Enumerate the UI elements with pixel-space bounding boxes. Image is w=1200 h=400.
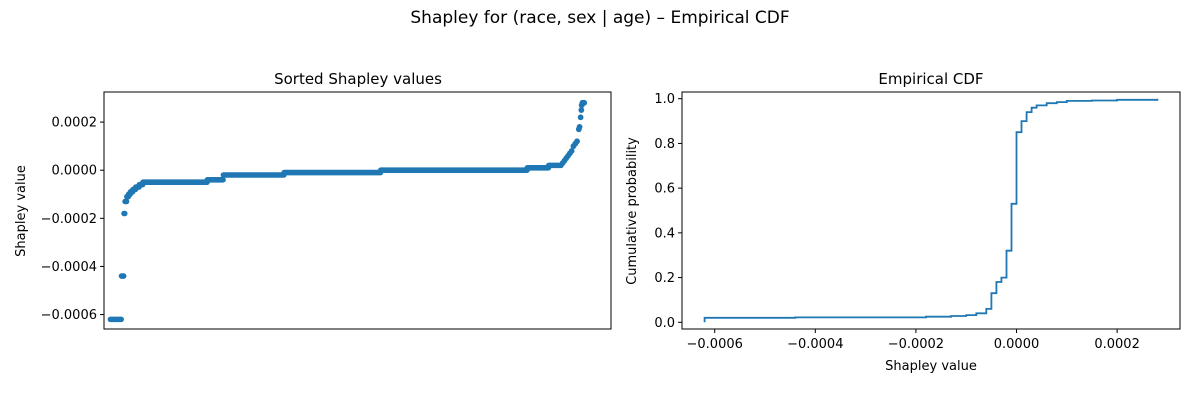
sorted-values-ytick-label: −0.0004 bbox=[41, 260, 97, 275]
cdf-series-line bbox=[703, 98, 1159, 323]
sorted-value-run bbox=[121, 210, 128, 217]
sorted-value-point bbox=[577, 114, 584, 121]
sorted-value-point bbox=[568, 148, 575, 154]
empirical-cdf-frame bbox=[681, 91, 1181, 330]
empirical-cdf-ylabel: Cumulative probability bbox=[625, 137, 640, 285]
empirical-cdf-xtick-label: −0.0006 bbox=[687, 337, 743, 352]
sorted-value-run bbox=[545, 162, 564, 169]
empirical-cdf-ytick-label: 0.4 bbox=[654, 226, 675, 241]
empirical-cdf-ytick-label: 0.0 bbox=[654, 316, 675, 331]
sorted-values-ytick-label: 0.0000 bbox=[52, 164, 98, 179]
sorted-value-point bbox=[574, 138, 580, 145]
empirical-cdf-xtick-label: 0.0002 bbox=[1094, 337, 1140, 352]
empirical-cdf-xtick-label: −0.0002 bbox=[888, 337, 944, 352]
sorted-values-y-ticks: −0.0006 −0.0004 −0.0002 0.0000 0.0002 bbox=[41, 116, 104, 323]
empirical-cdf-xlabel: Shapley value bbox=[885, 359, 977, 374]
sorted-values-ytick-label: −0.0002 bbox=[41, 212, 97, 227]
sorted-value-run bbox=[118, 273, 127, 279]
empirical-cdf-ytick-label: 0.6 bbox=[654, 182, 675, 197]
empirical-cdf-ytick-label: 0.2 bbox=[654, 271, 675, 286]
sorted-value-run bbox=[107, 316, 124, 323]
sorted-values-ylabel: Shapley value bbox=[14, 165, 29, 257]
sorted-value-run bbox=[524, 164, 552, 171]
sorted-values-ytick-label: −0.0006 bbox=[41, 308, 97, 323]
sorted-value-run bbox=[377, 167, 530, 173]
sorted-value-run bbox=[204, 177, 226, 183]
sorted-value-run bbox=[281, 169, 384, 176]
sorted-value-run bbox=[220, 172, 287, 178]
sorted-values-markers bbox=[107, 99, 588, 323]
figure-suptitle: Shapley for (race, sex | age) – Empirica… bbox=[410, 8, 789, 28]
sorted-value-point bbox=[581, 99, 588, 106]
sorted-value-run bbox=[140, 179, 210, 186]
empirical-cdf-ytick-label: 0.8 bbox=[654, 137, 675, 152]
empirical-cdf-plot: Empirical CDF 0.0 0.2 0.4 0.6 0.8 1.0 −0.0006… bbox=[625, 70, 1181, 374]
empirical-cdf-ytick-label: 1.0 bbox=[654, 92, 675, 107]
sorted-values-plot: Sorted Shapley values −0.0006−0.0004−0.0… bbox=[14, 70, 612, 330]
sorted-value-point bbox=[576, 123, 583, 130]
empirical-cdf-x-ticks: −0.0006 −0.0004 −0.0002 0.0000 0.0002 bbox=[687, 329, 1140, 352]
empirical-cdf-xtick-label: −0.0004 bbox=[787, 337, 843, 352]
empirical-cdf-xtick-label: 0.0000 bbox=[994, 337, 1040, 352]
sorted-values-title: Sorted Shapley values bbox=[274, 70, 442, 88]
sorted-value-point bbox=[578, 107, 585, 113]
sorted-values-frame bbox=[103, 91, 612, 330]
sorted-values-ytick-label: 0.0002 bbox=[52, 116, 98, 131]
empirical-cdf-title: Empirical CDF bbox=[878, 70, 983, 88]
empirical-cdf-y-ticks: 0.0 0.2 0.4 0.6 0.8 1.0 bbox=[654, 92, 682, 331]
sorted-value-run bbox=[122, 198, 130, 205]
